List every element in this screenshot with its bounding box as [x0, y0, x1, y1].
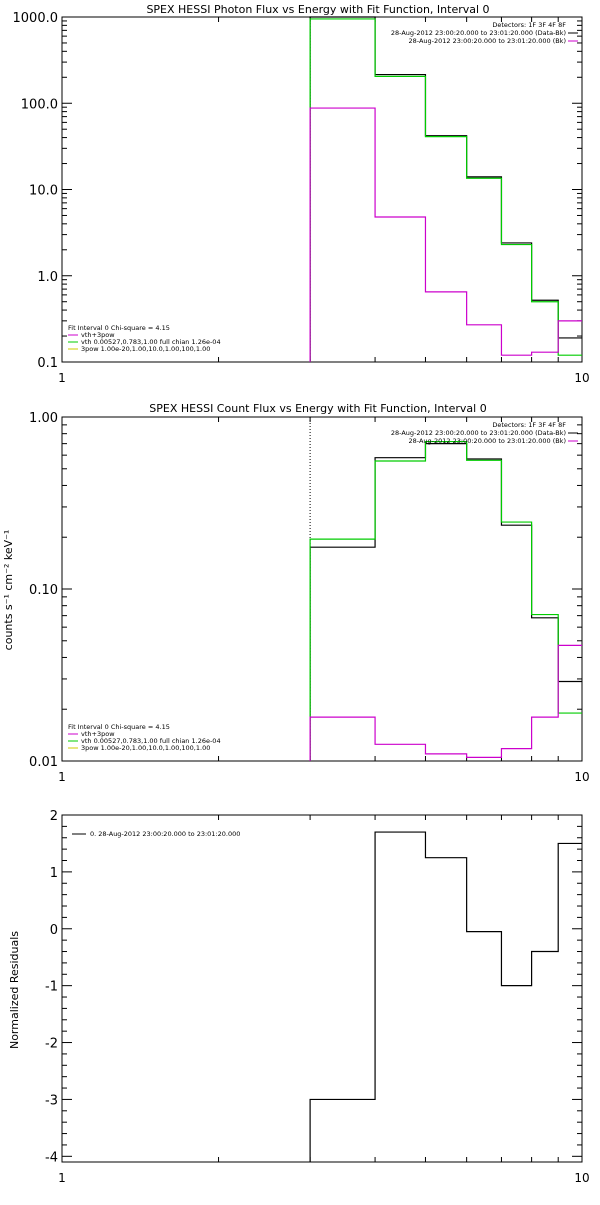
- count-flux-legend-entry: 28-Aug-2012 23:00:20.000 to 23:01:20.000…: [409, 437, 566, 445]
- residuals-panel: Normalized Residuals 1 10 -4 -3 -2 -1 0 1 2 0. 28…: [8, 809, 590, 1185]
- count-flux-fit-entry: 3pow 1.00e-20,1.00,10.0,1.00,100,1.00: [81, 744, 210, 752]
- photon-flux-legend-entry: 28-Aug-2012 23:00:20.000 to 23:01:20.000…: [391, 29, 566, 37]
- residuals-ytick-label: -4: [45, 1150, 58, 1165]
- photon-flux-ytick-label: 100.0: [21, 97, 58, 112]
- count-flux-ytick-label: 0.01: [29, 755, 58, 770]
- photon-flux-ytick-label: 1000.0: [13, 11, 59, 26]
- photon-flux-series-2: [309, 107, 582, 362]
- residuals-ytick-label: 1: [50, 866, 58, 881]
- photon-flux-ytick-label: 1.0: [37, 270, 58, 285]
- residuals-ytick-label: 0: [50, 923, 58, 938]
- photon-flux-fit-entry: 3pow 1.00e-20,1.00,10.0,1.00,100,1.00: [81, 345, 210, 353]
- photon-flux-series-1: [309, 18, 582, 362]
- count-flux-fit-entry: vth+3pow: [81, 730, 115, 738]
- residuals-legend-entry: 0. 28-Aug-2012 23:00:20.000 to 23:01:20.…: [90, 830, 240, 838]
- count-flux-legend-heading: Detectors: 1F 3F 4F 8F: [492, 421, 566, 429]
- photon-flux-fit-heading: Fit Interval 0 Chi-square = 4.15: [68, 324, 170, 332]
- photon-flux-legend-heading: Detectors: 1F 3F 4F 8F: [492, 21, 566, 29]
- count-flux-panel: SPEX HESSI Count Flux vs Energy with Fit…: [2, 402, 590, 784]
- count-flux-series-1: [309, 440, 582, 761]
- count-flux-ylabel: counts s⁻¹ cm⁻² keV⁻¹: [2, 530, 15, 651]
- residuals-ylabel: Normalized Residuals: [8, 931, 21, 1049]
- count-flux-legend-entry: 28-Aug-2012 23:00:20.000 to 23:01:20.000…: [391, 429, 566, 437]
- count-flux-title: SPEX HESSI Count Flux vs Energy with Fit…: [149, 402, 486, 415]
- count-flux-ytick-label: 0.10: [29, 583, 58, 598]
- residuals-ytick-label: -1: [45, 980, 58, 995]
- count-flux-series-2: [309, 644, 582, 761]
- photon-flux-legend-entry: 28-Aug-2012 23:00:20.000 to 23:01:20.000…: [409, 37, 566, 45]
- photon-flux-fit-entry: vth+3pow: [81, 331, 115, 339]
- residuals-ytick-label: 2: [50, 809, 58, 824]
- photon-flux-ytick-label: 0.1: [37, 356, 58, 371]
- residuals-ytick-label: -3: [45, 1093, 58, 1108]
- photon-flux-ytick-label: 10.0: [29, 184, 58, 199]
- count-flux-ytick-label: 1.00: [29, 411, 58, 426]
- count-flux-xtick-label: 1: [58, 770, 66, 784]
- photon-flux-title: SPEX HESSI Photon Flux vs Energy with Fi…: [146, 3, 489, 16]
- photon-flux-xtick-label: 10: [574, 371, 589, 385]
- residuals-xtick-label: 10: [574, 1171, 589, 1185]
- residuals-series-0: [309, 831, 582, 1162]
- photon-flux-fit-entry: vth 0.00527,0.783,1.00 full chian 1.26e-…: [81, 338, 221, 346]
- count-flux-xtick-label: 10: [574, 770, 589, 784]
- residuals-ytick-label: -2: [45, 1037, 58, 1052]
- residuals-xtick-label: 1: [58, 1171, 66, 1185]
- count-flux-fit-entry: vth 0.00527,0.783,1.00 full chian 1.26e-…: [81, 737, 221, 745]
- photon-flux-xtick-label: 1: [58, 371, 66, 385]
- residuals-plot-frame: [61, 814, 583, 1163]
- photon-flux-panel: SPEX HESSI Photon Flux vs Energy with Fi…: [13, 3, 590, 385]
- count-flux-fit-heading: Fit Interval 0 Chi-square = 4.15: [68, 723, 170, 731]
